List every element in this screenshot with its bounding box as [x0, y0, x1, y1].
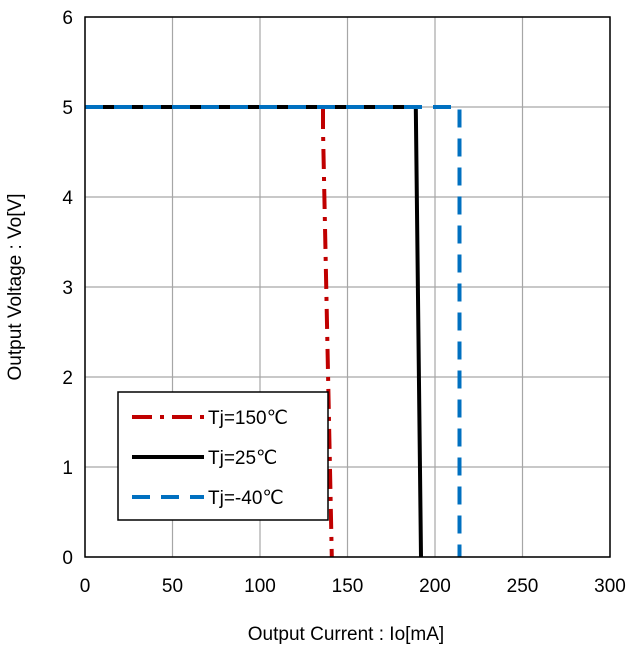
- y-tick-label: 1: [62, 458, 73, 479]
- x-axis-label: Output Current : Io[mA]: [248, 624, 444, 645]
- x-tick-label: 300: [594, 576, 626, 597]
- x-tick-label: 150: [332, 576, 364, 597]
- y-tick-label: 2: [62, 368, 73, 389]
- y-tick-label: 5: [62, 98, 73, 119]
- plot-area-series: [85, 105, 462, 558]
- y-tick-label: 0: [62, 548, 73, 569]
- legend: Tj=150℃ Tj=25℃ Tj=-40℃: [117, 391, 329, 521]
- x-tick-label: 0: [80, 576, 91, 597]
- y-tick-label: 3: [62, 278, 73, 299]
- y-tick-label: 6: [62, 8, 73, 29]
- plot-border: [84, 16, 611, 558]
- legend-label: Tj=25℃: [208, 448, 277, 469]
- tick-labels: 0 50 100 150 200 250 300 0 1 2 3 4 5 6: [62, 8, 625, 597]
- series-line: [85, 105, 334, 558]
- legend-label: Tj=-40℃: [208, 488, 284, 509]
- series-line: [85, 105, 462, 557]
- legend-label: Tj=150℃: [208, 408, 288, 429]
- y-tick-label: 4: [62, 188, 73, 209]
- x-tick-label: 50: [162, 576, 183, 597]
- x-tick-label: 100: [244, 576, 276, 597]
- y-axis-label: Output Voltage : Vo[V]: [5, 194, 26, 381]
- x-tick-label: 250: [507, 576, 539, 597]
- x-tick-label: 200: [419, 576, 451, 597]
